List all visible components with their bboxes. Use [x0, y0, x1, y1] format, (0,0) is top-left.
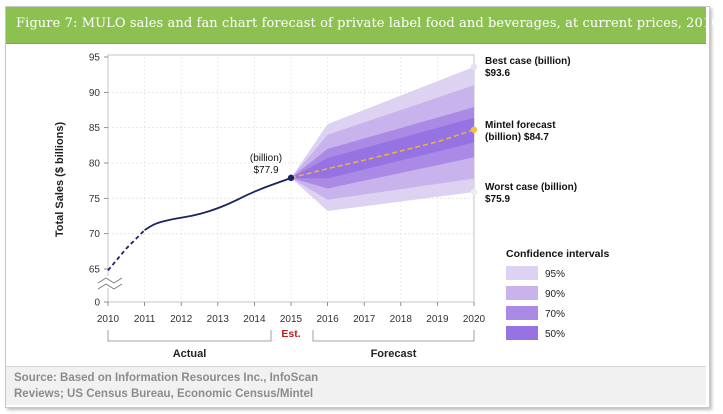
- actual-label: Actual: [173, 348, 207, 360]
- x-tick-label-2010: 2010: [97, 314, 120, 325]
- worst-case-line1: Worst case (billion): [485, 182, 577, 193]
- y-tick-label-65: 65: [89, 265, 101, 276]
- forecast-label: Forecast: [371, 348, 417, 360]
- y-tick-label-85: 85: [89, 123, 101, 134]
- legend-label-95pct: 95%: [545, 269, 565, 280]
- legend-label-50pct: 50%: [545, 329, 565, 340]
- y-tick-label-80: 80: [89, 159, 101, 170]
- forecast-bracket: [312, 330, 475, 342]
- axis-break-mark-2: [97, 283, 123, 290]
- worst-case-point: [470, 188, 478, 196]
- est-annotation-line2: $77.9: [253, 165, 278, 176]
- source-line-2: Reviews; US Census Bureau, Economic Cens…: [14, 388, 314, 400]
- x-tick-label-2018: 2018: [390, 314, 413, 325]
- axis-break-mark: [97, 277, 123, 284]
- title-bar: Figure 7: MULO sales and fan chart forec…: [6, 7, 723, 44]
- legend-swatch-90pct: [506, 286, 538, 300]
- est-annotation-line1: (billion): [250, 153, 282, 164]
- mintel-forecast-line1: Mintel forecast: [485, 120, 556, 131]
- x-tick-label-2015: 2015: [280, 314, 303, 325]
- best-case-point: [470, 63, 478, 71]
- legend-swatch-95pct: [506, 266, 538, 280]
- confidence-bands: [291, 66, 474, 212]
- y-tick-label-0: 0: [94, 298, 100, 309]
- mintel-forecast-line2: (billion) $84.7: [485, 132, 549, 143]
- x-tick-label-2019: 2019: [426, 314, 449, 325]
- band-50pct: [291, 117, 474, 179]
- worst-case-line2: $75.9: [485, 194, 510, 205]
- legend-swatch-70pct: [506, 306, 538, 320]
- best-case-line1: Best case (billion): [485, 56, 571, 67]
- footer-background: [6, 367, 706, 405]
- est-point: [287, 174, 295, 182]
- legend-title: Confidence intervals: [506, 248, 609, 260]
- x-tick-label-2012: 2012: [170, 314, 193, 325]
- axis-break-mask: [99, 276, 117, 288]
- y-tick-label-95: 95: [89, 53, 101, 64]
- legend-label-90pct: 90%: [545, 289, 565, 300]
- legend-label-70pct: 70%: [545, 309, 565, 320]
- y-tick-label-70: 70: [89, 229, 101, 240]
- source-line-1: Source: Based on Information Resources I…: [14, 372, 319, 384]
- footer-divider: [6, 366, 706, 367]
- source-note: Source: Based on Information Resources I…: [14, 370, 694, 402]
- best-case-line2: $93.6: [485, 68, 510, 79]
- actual-bracket: [107, 330, 272, 342]
- y-axis-label: Total Sales ($ billions): [54, 122, 66, 238]
- x-tick-label-2016: 2016: [316, 314, 339, 325]
- figure-title: Figure 7: MULO sales and fan chart forec…: [16, 16, 723, 31]
- y-tick-label-90: 90: [89, 88, 101, 99]
- x-tick-label-2014: 2014: [243, 314, 266, 325]
- x-tick-label-2020: 2020: [463, 314, 486, 325]
- axes: 0 65 70 75 80 85 90 95 2010 2011 2012 2013 2014 2015 2…: [54, 53, 486, 361]
- x-tick-label-2013: 2013: [207, 314, 230, 325]
- legend-swatch-50pct: [506, 326, 538, 340]
- actual-line: [144, 177, 292, 231]
- mintel-forecast-point: [470, 126, 478, 133]
- y-tick-label-75: 75: [89, 194, 101, 205]
- x-tick-label-2011: 2011: [134, 314, 156, 325]
- est-label: Est.: [281, 328, 300, 340]
- series-lines: [107, 63, 478, 271]
- annotations: (billion)$77.9 Best case (billion)$93.6 Mi…: [250, 56, 577, 205]
- actual-dashed-line: [107, 229, 146, 271]
- legend: Confidence intervals 95% 90% 70% 50%: [506, 248, 609, 340]
- x-tick-label-2017: 2017: [353, 314, 376, 325]
